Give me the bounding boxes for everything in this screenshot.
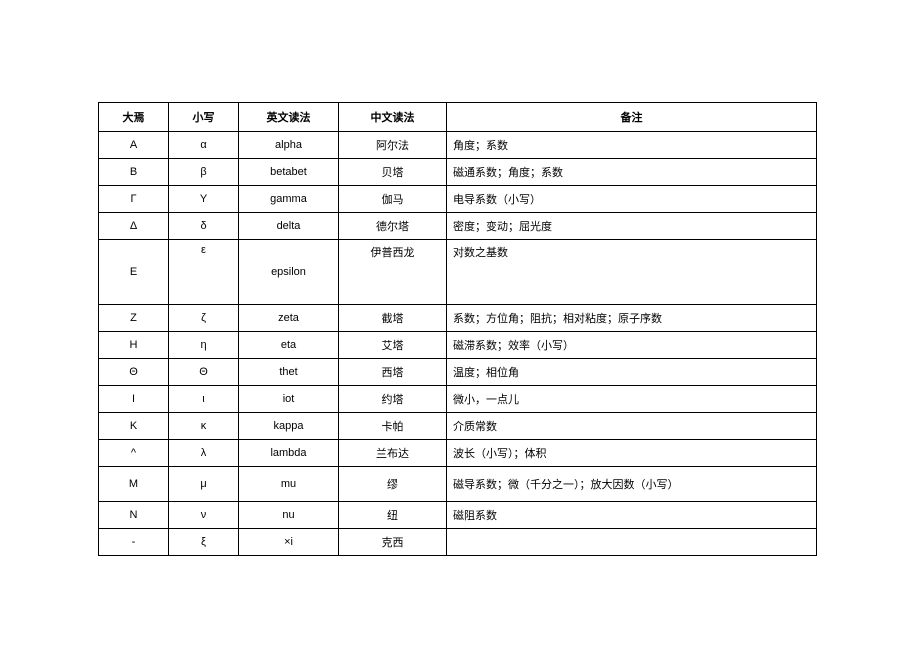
cell-lowercase: β [169, 159, 239, 186]
cell-lowercase: η [169, 332, 239, 359]
cell-chinese: 兰布达 [339, 440, 447, 467]
table-row: K κ kappa 卡帕 介质常数 [99, 413, 817, 440]
cell-uppercase: I [99, 386, 169, 413]
table-row: H η eta 艾塔 磁滞系数；效率（小写） [99, 332, 817, 359]
table-body: A α alpha 阿尔法 角度；系数 B β betabet 贝塔 磁通系数；… [99, 132, 817, 556]
cell-chinese: 贝塔 [339, 159, 447, 186]
cell-chinese: 伽马 [339, 186, 447, 213]
table-row: M μ mu 缪 磁导系数；微（千分之一）；放大因数（小写） [99, 467, 817, 502]
table-row: ^ λ lambda 兰布达 波长（小写）；体积 [99, 440, 817, 467]
cell-notes [447, 529, 817, 556]
cell-english: kappa [239, 413, 339, 440]
header-chinese: 中文读法 [339, 103, 447, 132]
cell-chinese: 卡帕 [339, 413, 447, 440]
cell-notes: 磁阻系数 [447, 502, 817, 529]
header-lowercase: 小写 [169, 103, 239, 132]
cell-notes: 介质常数 [447, 413, 817, 440]
cell-uppercase: N [99, 502, 169, 529]
cell-notes: 磁导系数；微（千分之一）；放大因数（小写） [447, 467, 817, 502]
table-row: E ε epsilon 伊普西龙 对数之基数 [99, 240, 817, 305]
cell-lowercase: Y [169, 186, 239, 213]
cell-lowercase: δ [169, 213, 239, 240]
cell-uppercase: Δ [99, 213, 169, 240]
cell-english: alpha [239, 132, 339, 159]
cell-uppercase: K [99, 413, 169, 440]
cell-chinese: 缪 [339, 467, 447, 502]
cell-english: iot [239, 386, 339, 413]
cell-lowercase: ι [169, 386, 239, 413]
cell-notes: 系数；方位角；阻抗；相对粘度；原子序数 [447, 305, 817, 332]
cell-uppercase: B [99, 159, 169, 186]
cell-uppercase: M [99, 467, 169, 502]
table-row: Γ Y gamma 伽马 电导系数（小写） [99, 186, 817, 213]
table-header-row: 大焉 小写 英文读法 中文读法 备注 [99, 103, 817, 132]
cell-notes: 磁通系数；角度；系数 [447, 159, 817, 186]
cell-uppercase: H [99, 332, 169, 359]
cell-notes: 波长（小写）；体积 [447, 440, 817, 467]
cell-chinese: 约塔 [339, 386, 447, 413]
cell-uppercase: A [99, 132, 169, 159]
cell-notes: 角度；系数 [447, 132, 817, 159]
cell-notes: 电导系数（小写） [447, 186, 817, 213]
cell-english: eta [239, 332, 339, 359]
table-row: I ι iot 约塔 微小，一点儿 [99, 386, 817, 413]
cell-english: ×i [239, 529, 339, 556]
cell-notes: 对数之基数 [447, 240, 817, 305]
cell-chinese: 阿尔法 [339, 132, 447, 159]
cell-uppercase: E [99, 240, 169, 305]
cell-lowercase: κ [169, 413, 239, 440]
cell-lowercase: ε [169, 240, 239, 305]
cell-chinese: 截塔 [339, 305, 447, 332]
cell-uppercase: Γ [99, 186, 169, 213]
cell-english: mu [239, 467, 339, 502]
header-uppercase: 大焉 [99, 103, 169, 132]
cell-english: zeta [239, 305, 339, 332]
table-row: Θ Θ thet 西塔 温度；相位角 [99, 359, 817, 386]
cell-chinese: 克西 [339, 529, 447, 556]
cell-chinese: 纽 [339, 502, 447, 529]
greek-letters-table: 大焉 小写 英文读法 中文读法 备注 A α alpha 阿尔法 角度；系数 B… [98, 102, 817, 556]
cell-english: nu [239, 502, 339, 529]
cell-lowercase: ν [169, 502, 239, 529]
table-row: Z ζ zeta 截塔 系数；方位角；阻抗；相对粘度；原子序数 [99, 305, 817, 332]
table-row: Δ δ delta 德尔塔 密度；变动；屈光度 [99, 213, 817, 240]
cell-chinese: 艾塔 [339, 332, 447, 359]
cell-lowercase: ζ [169, 305, 239, 332]
cell-english: lambda [239, 440, 339, 467]
cell-notes: 温度；相位角 [447, 359, 817, 386]
cell-english: epsilon [239, 240, 339, 305]
cell-notes: 密度；变动；屈光度 [447, 213, 817, 240]
cell-chinese: 德尔塔 [339, 213, 447, 240]
header-english: 英文读法 [239, 103, 339, 132]
cell-english: betabet [239, 159, 339, 186]
cell-english: delta [239, 213, 339, 240]
header-notes: 备注 [447, 103, 817, 132]
table-row: B β betabet 贝塔 磁通系数；角度；系数 [99, 159, 817, 186]
cell-chinese: 伊普西龙 [339, 240, 447, 305]
cell-uppercase: Z [99, 305, 169, 332]
cell-uppercase: Θ [99, 359, 169, 386]
cell-english: thet [239, 359, 339, 386]
cell-lowercase: λ [169, 440, 239, 467]
cell-lowercase: ξ [169, 529, 239, 556]
cell-chinese: 西塔 [339, 359, 447, 386]
cell-lowercase: μ [169, 467, 239, 502]
cell-english: gamma [239, 186, 339, 213]
cell-uppercase: - [99, 529, 169, 556]
greek-letters-table-container: 大焉 小写 英文读法 中文读法 备注 A α alpha 阿尔法 角度；系数 B… [98, 102, 816, 556]
table-row: - ξ ×i 克西 [99, 529, 817, 556]
cell-notes: 微小，一点儿 [447, 386, 817, 413]
table-row: N ν nu 纽 磁阻系数 [99, 502, 817, 529]
table-row: A α alpha 阿尔法 角度；系数 [99, 132, 817, 159]
cell-lowercase: Θ [169, 359, 239, 386]
cell-uppercase: ^ [99, 440, 169, 467]
cell-notes: 磁滞系数；效率（小写） [447, 332, 817, 359]
cell-lowercase: α [169, 132, 239, 159]
